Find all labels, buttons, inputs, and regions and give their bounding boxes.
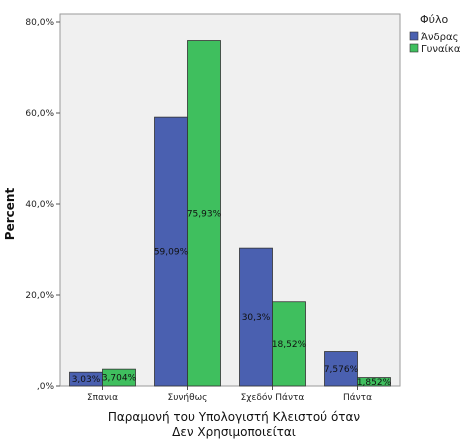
bars xyxy=(69,40,391,387)
y-tick-label: ,0% xyxy=(37,382,55,392)
data-label: 3,03% xyxy=(72,375,101,385)
y-axis-title: Percent xyxy=(3,188,17,241)
bar-gynaika-2 xyxy=(187,40,221,387)
y-tick-label: 20,0% xyxy=(25,291,54,301)
x-axis: Σπανια Συνήθως Σχεδόν Πάντα Πάντα xyxy=(87,386,372,403)
x-axis-title-line-2: Δεν Χρησιμοποιείται xyxy=(172,425,296,439)
x-tick-label: Συνήθως xyxy=(168,393,208,403)
y-tick-label: 60,0% xyxy=(25,109,54,119)
bar-andras-2 xyxy=(154,116,188,387)
legend-label: Άνδρας xyxy=(421,31,458,43)
legend-title: Φύλο xyxy=(420,13,449,26)
x-tick-label: Σχεδόν Πάντα xyxy=(241,392,305,403)
bar-gynaika-4 xyxy=(357,377,391,387)
data-label: 7,576% xyxy=(324,365,359,375)
x-tick-label: Πάντα xyxy=(343,393,372,403)
legend-swatch xyxy=(409,43,419,53)
data-label: 59,09% xyxy=(154,248,189,258)
bar-gynaika-1 xyxy=(102,368,136,387)
data-label: 3,704% xyxy=(102,374,137,384)
x-tick-label: Σπανια xyxy=(87,393,118,403)
plot-background xyxy=(59,13,401,387)
legend-label: Γυναίκα xyxy=(421,43,461,55)
data-label: 1,852% xyxy=(357,378,392,388)
data-label: 75,93% xyxy=(187,209,222,219)
data-label: 18,52% xyxy=(272,340,307,350)
plot-area xyxy=(59,13,401,387)
data-label: 30,3% xyxy=(242,313,271,323)
bar-gynaika-3 xyxy=(272,301,306,387)
data-labels: 3,03% 3,704% 59,09% 75,93% 30,3% 18,52% 7,576%… xyxy=(72,209,392,388)
x-axis-title-line-1: Παραμονή του Υπολογιστή Κλειστού όταν xyxy=(108,410,361,424)
y-tick-label: 80,0% xyxy=(25,18,54,28)
bar-andras-3 xyxy=(239,247,273,387)
bar-andras-4 xyxy=(324,351,358,387)
legend-swatch xyxy=(409,31,419,41)
y-tick-label: 40,0% xyxy=(25,200,54,210)
y-axis: ,0% 20,0% 40,0% 60,0% 80,0% xyxy=(25,18,60,392)
